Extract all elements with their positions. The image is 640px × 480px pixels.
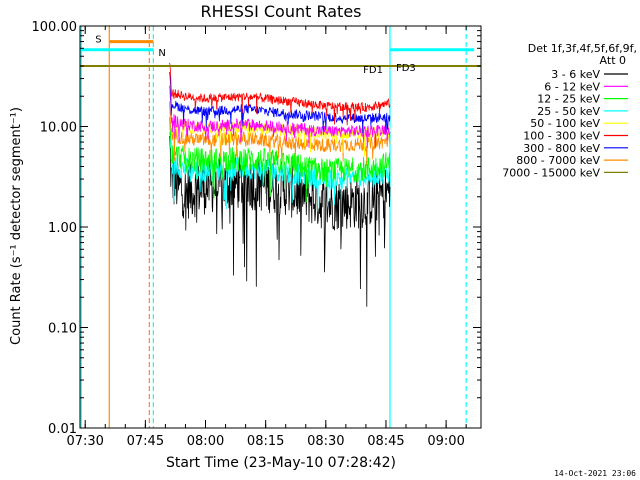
annotation-label-n: N bbox=[158, 48, 165, 59]
y-axis-label: Count Rate (s⁻¹ detector segment⁻¹) bbox=[9, 107, 24, 345]
annotation-label-fd1: FD1 bbox=[363, 65, 383, 76]
legend-label: 50 - 100 keV bbox=[530, 117, 600, 130]
legend-label: 25 - 50 keV bbox=[537, 105, 600, 118]
legend-label: 100 - 300 keV bbox=[523, 130, 600, 143]
series-line-3-6keV bbox=[169, 136, 391, 307]
x-tick-label: 09:00 bbox=[427, 434, 464, 449]
plot-border bbox=[79, 25, 482, 429]
y-tick-label: 1.00 bbox=[48, 221, 77, 236]
legend: Det 1f,3f,4f,5f,6f,9f, Att 0 3 - 6 keV6 … bbox=[502, 42, 637, 179]
x-tick-label: 08:45 bbox=[367, 434, 404, 449]
x-tick-label: 08:30 bbox=[307, 434, 344, 449]
y-tick-label: 10.00 bbox=[40, 121, 77, 136]
legend-label: 800 - 7000 keV bbox=[516, 154, 600, 167]
plot-frame: 0.01 0.10 1.00 10.00 100.00 07:30 07:45 08:00 08… bbox=[32, 20, 482, 449]
chart-title: RHESSI Count Rates bbox=[201, 2, 362, 21]
y-tick-label: 100.00 bbox=[32, 20, 78, 35]
x-tick-label: 08:00 bbox=[187, 434, 224, 449]
series-line-12-25keV bbox=[169, 117, 391, 203]
series-line-25-50keV bbox=[169, 132, 391, 212]
annotation-label-s: S bbox=[95, 35, 101, 46]
series-line-800-7000keV bbox=[169, 101, 391, 166]
x-tick-label: 07:30 bbox=[66, 434, 103, 449]
legend-header-detectors: Det 1f,3f,4f,5f,6f,9f, bbox=[528, 42, 637, 55]
legend-label: 12 - 25 keV bbox=[537, 93, 600, 106]
plot-data-layer: S N FD1 FD3 bbox=[80, 26, 481, 428]
x-axis-label: Start Time (23-May-10 07:28:42) bbox=[166, 455, 396, 471]
series-line-100-300keV bbox=[169, 62, 391, 126]
legend-label: 6 - 12 keV bbox=[544, 80, 600, 93]
legend-label: 300 - 800 keV bbox=[523, 142, 600, 155]
y-tick-label: 0.01 bbox=[48, 422, 77, 437]
y-tick-label: 0.10 bbox=[48, 322, 77, 337]
x-tick-label: 08:15 bbox=[247, 434, 284, 449]
legend-header-attenuator: Att 0 bbox=[600, 54, 626, 67]
series-line-300-800keV bbox=[169, 72, 391, 134]
legend-label: 7000 - 15000 keV bbox=[502, 166, 600, 179]
series-line-6-12keV bbox=[169, 85, 391, 148]
legend-label: 3 - 6 keV bbox=[551, 68, 600, 81]
annotation-label-fd3: FD3 bbox=[396, 63, 416, 74]
footer-timestamp: 14-Oct-2021 23:06 bbox=[554, 469, 636, 478]
x-tick-label: 07:45 bbox=[127, 434, 164, 449]
